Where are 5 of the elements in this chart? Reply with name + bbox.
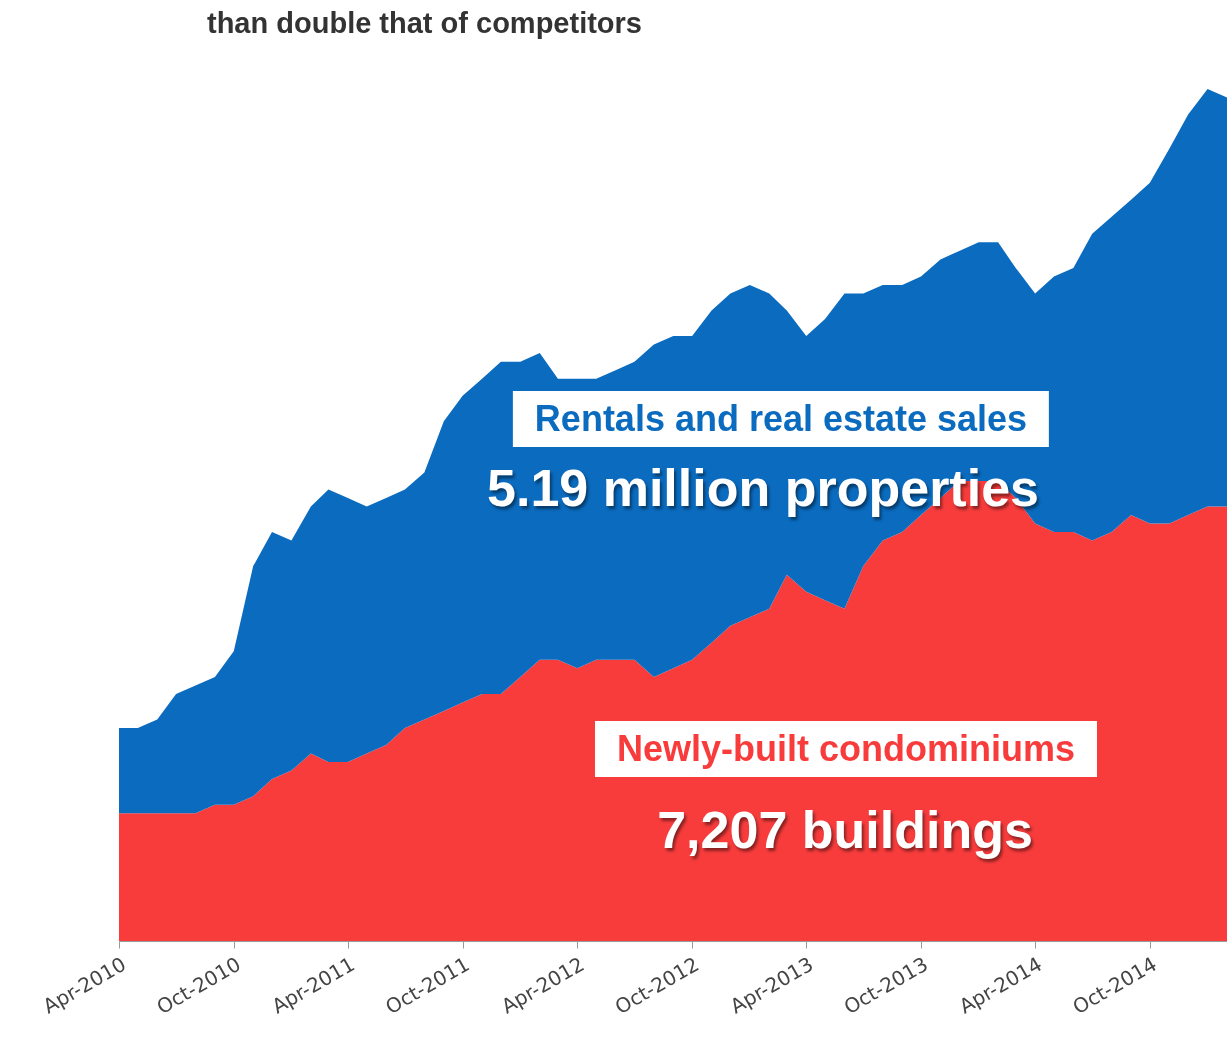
chart-title: than double that of competitors bbox=[207, 7, 642, 39]
annotation: 5.19 million properties bbox=[487, 458, 1039, 518]
series-label: Rentals and real estate sales bbox=[512, 391, 1050, 447]
annotation: 7,207 buildings bbox=[657, 800, 1033, 860]
series-label: Newly-built condominiums bbox=[594, 721, 1098, 777]
